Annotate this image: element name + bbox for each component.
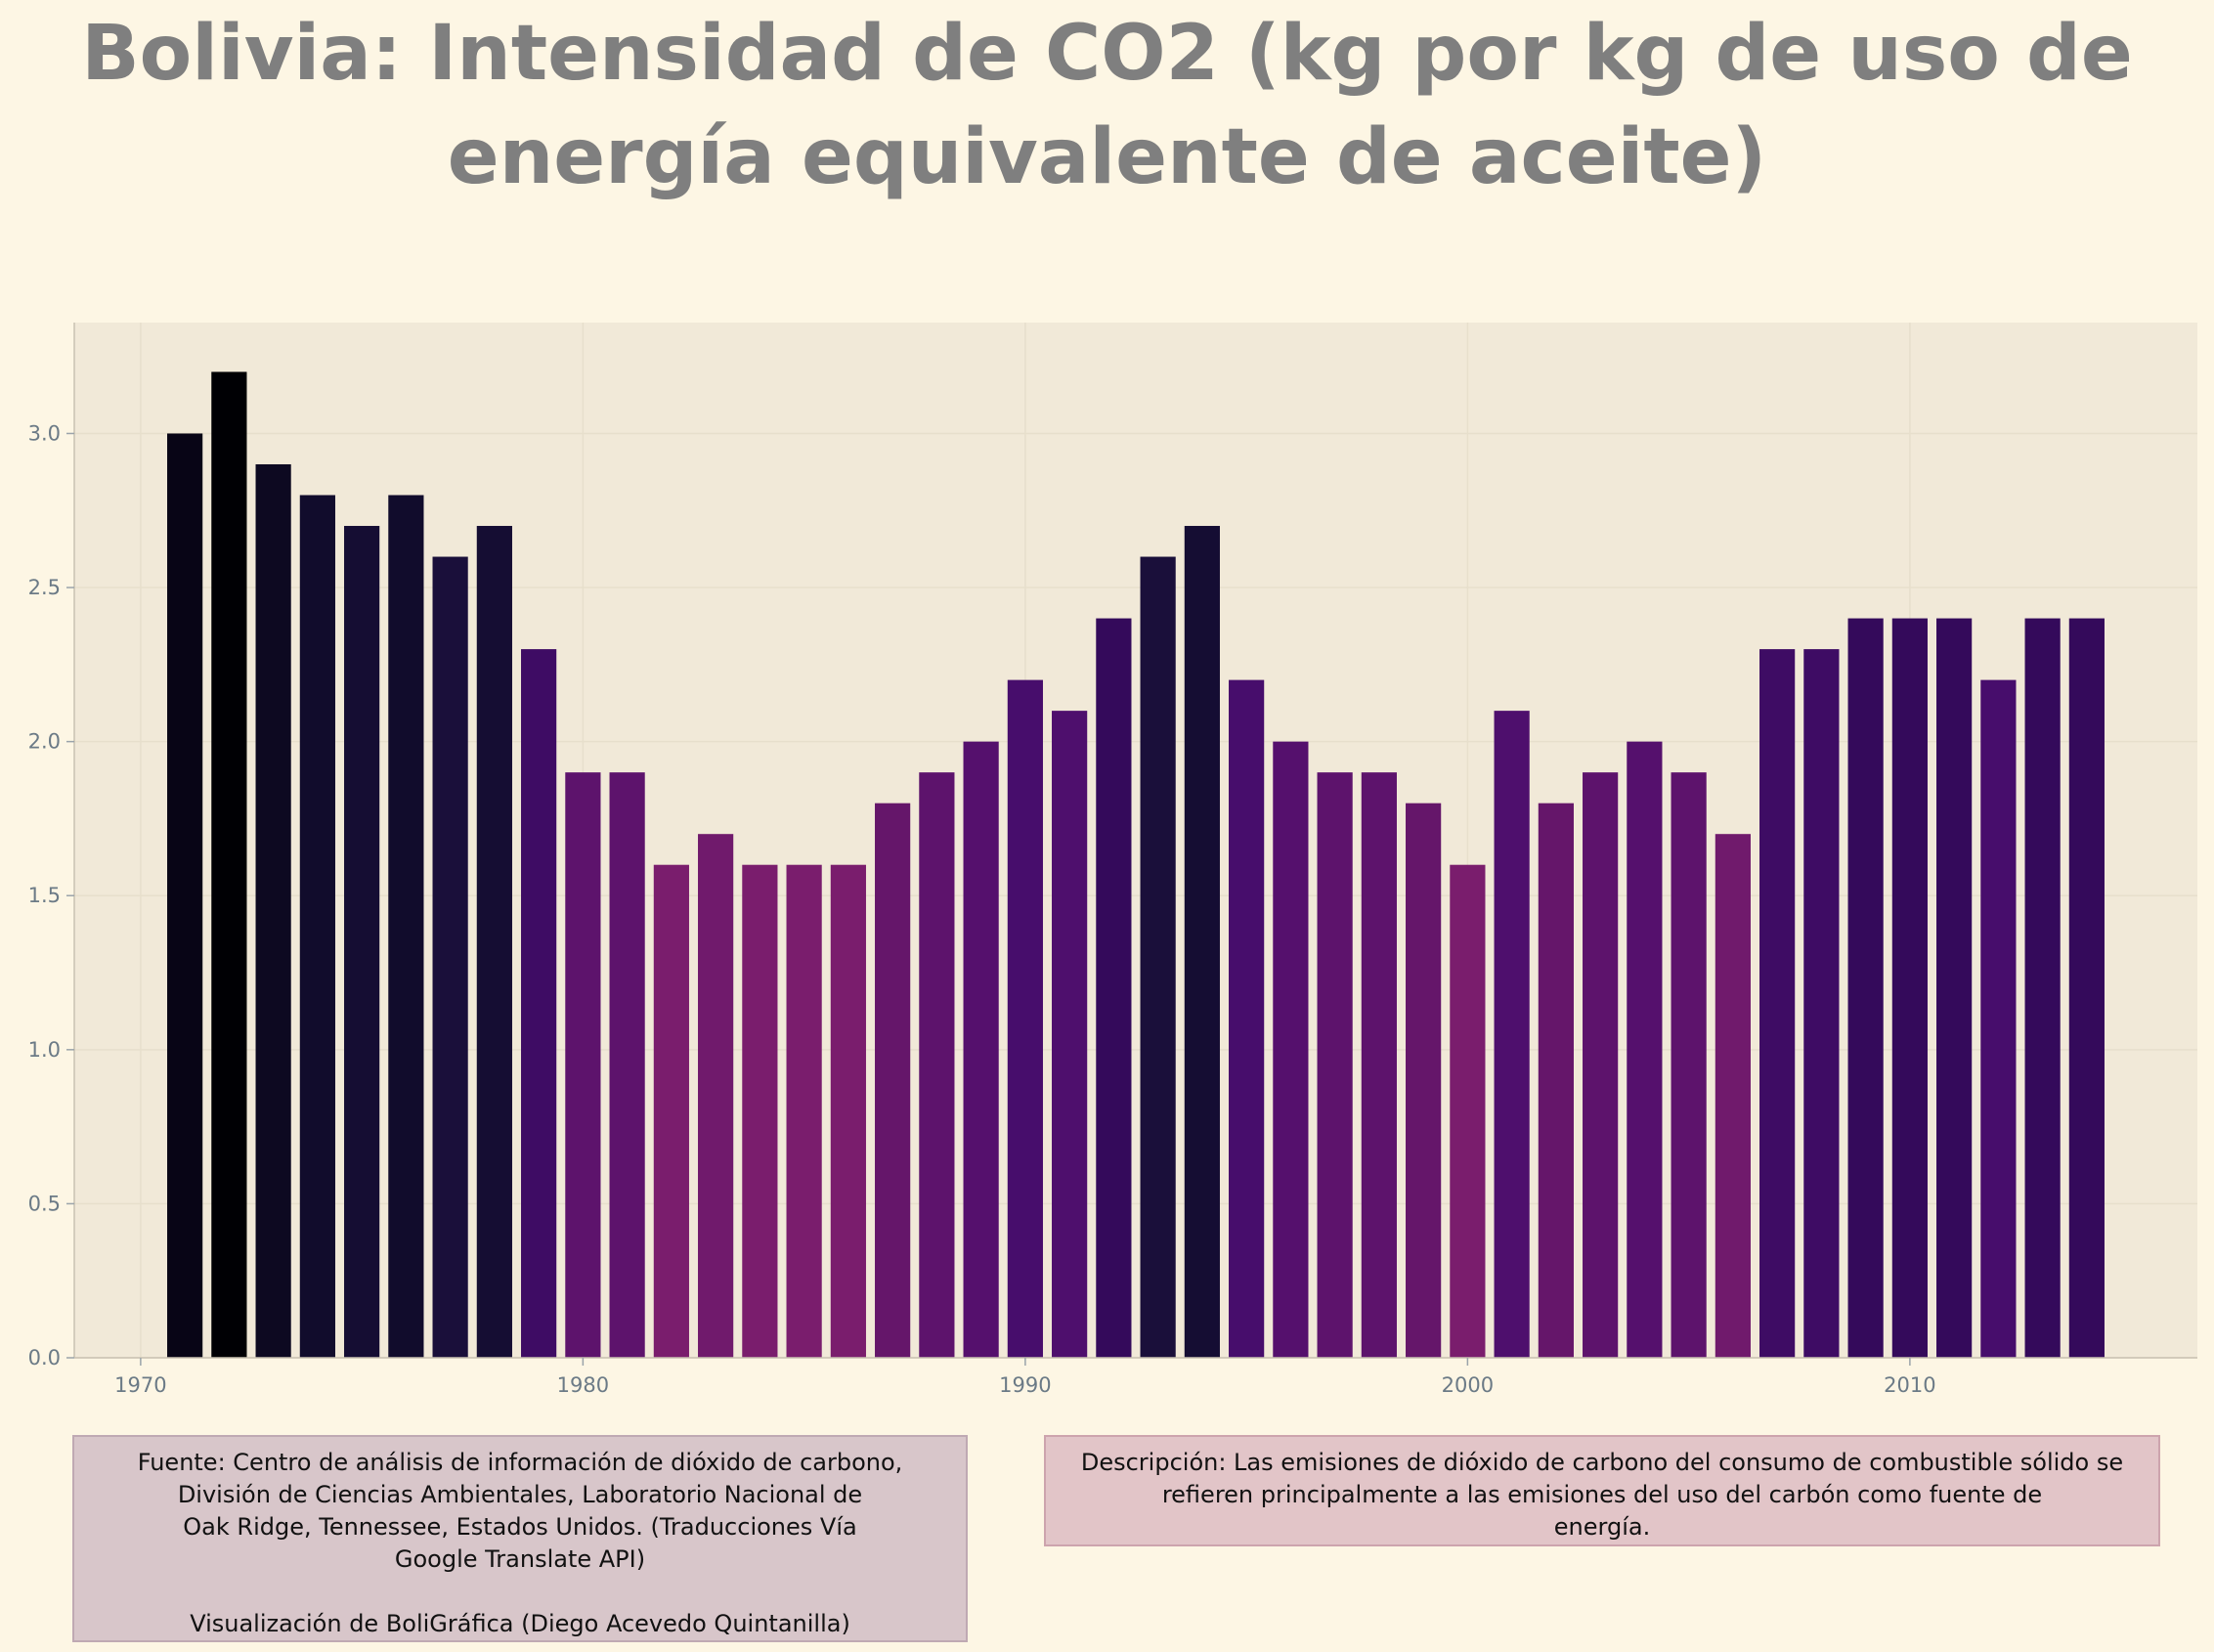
bar-1985 <box>786 864 822 1358</box>
y-tick-label: 0.0 <box>28 1346 61 1369</box>
bar-2006 <box>1715 834 1751 1358</box>
x-tick-label: 1980 <box>557 1373 609 1397</box>
bar-1993 <box>1140 556 1176 1358</box>
bar-2012 <box>1980 679 2017 1358</box>
bar-1994 <box>1184 526 1220 1358</box>
x-tick-label: 2010 <box>1884 1373 1935 1397</box>
plot-area <box>74 323 2197 1358</box>
bar-1983 <box>698 834 734 1358</box>
x-axis: 1970 1980 1990 2000 2010 <box>74 1357 2197 1397</box>
bar-1974 <box>299 495 335 1358</box>
source-note: Fuente: Centro de análisis de informació… <box>72 1435 968 1642</box>
bar-1995 <box>1229 679 1265 1358</box>
x-tick-label: 1990 <box>999 1373 1051 1397</box>
credit-line: Visualización de BoliGráfica (Diego Acev… <box>190 1610 850 1637</box>
bar-1998 <box>1361 772 1397 1358</box>
bar-1992 <box>1096 618 1132 1358</box>
bar-1986 <box>830 864 866 1358</box>
y-tick-label: 3.0 <box>28 421 61 445</box>
y-tick-label: 1.0 <box>28 1038 61 1062</box>
bar-1978 <box>476 526 512 1358</box>
bar-1984 <box>742 864 778 1358</box>
description-note: Descripción: Las emisiones de dióxido de… <box>1044 1435 2160 1546</box>
bars <box>167 371 2105 1358</box>
bar-2010 <box>1891 618 1928 1358</box>
bar-1981 <box>609 772 645 1358</box>
bar-2014 <box>2068 618 2105 1358</box>
bar-2005 <box>1671 772 1707 1358</box>
bar-1973 <box>255 463 291 1358</box>
bar-1990 <box>1007 679 1043 1358</box>
source-line: División de Ciencias Ambientales, Labora… <box>177 1481 863 1508</box>
bar-1996 <box>1273 741 1309 1358</box>
bar-1972 <box>211 371 247 1358</box>
description-line: refieren principalmente a las emisiones … <box>1161 1481 2043 1508</box>
bar-1997 <box>1317 772 1353 1358</box>
source-line: Fuente: Centro de análisis de informació… <box>137 1449 903 1476</box>
bar-2008 <box>1803 649 1840 1358</box>
x-tick-label: 2000 <box>1442 1373 1494 1397</box>
source-line: Oak Ridge, Tennessee, Estados Unidos. (T… <box>183 1513 857 1541</box>
bar-2011 <box>1936 618 1973 1358</box>
y-tick-label: 1.5 <box>28 884 61 907</box>
bar-2009 <box>1847 618 1884 1358</box>
bar-2000 <box>1450 864 1486 1358</box>
description-line: energía. <box>1553 1513 1651 1541</box>
source-line: Google Translate API) <box>394 1545 646 1573</box>
bar-1977 <box>432 556 468 1358</box>
spacer <box>88 1576 952 1608</box>
bar-1979 <box>521 649 557 1358</box>
bar-2007 <box>1759 649 1796 1358</box>
bar-1982 <box>653 864 689 1358</box>
y-tick-label: 0.5 <box>28 1192 61 1215</box>
bar-1988 <box>919 772 955 1358</box>
y-axis: 0.0 0.5 1.0 1.5 2.0 2.5 3.0 <box>28 323 75 1369</box>
x-tick-label: 1970 <box>114 1373 166 1397</box>
y-tick-label: 2.5 <box>28 576 61 599</box>
bar-1989 <box>963 741 999 1358</box>
bar-1987 <box>875 803 911 1358</box>
bar-2002 <box>1538 803 1574 1358</box>
bar-1976 <box>388 495 424 1358</box>
bar-1999 <box>1406 803 1442 1358</box>
y-tick-label: 2.0 <box>28 730 61 754</box>
bar-1971 <box>167 433 203 1358</box>
bar-1991 <box>1052 711 1088 1358</box>
bar-1980 <box>565 772 601 1358</box>
bar-2001 <box>1494 711 1530 1358</box>
description-line: Descripción: Las emisiones de dióxido de… <box>1080 1449 2124 1476</box>
chart-title: Bolivia: Intensidad de CO2 (kg por kg de… <box>0 0 2214 209</box>
bar-2004 <box>1627 741 1663 1358</box>
bar-2013 <box>2024 618 2061 1358</box>
bar-2003 <box>1583 772 1619 1358</box>
bar-1975 <box>344 526 380 1358</box>
chart-title-text: Bolivia: Intensidad de CO2 (kg por kg de… <box>81 10 2133 201</box>
